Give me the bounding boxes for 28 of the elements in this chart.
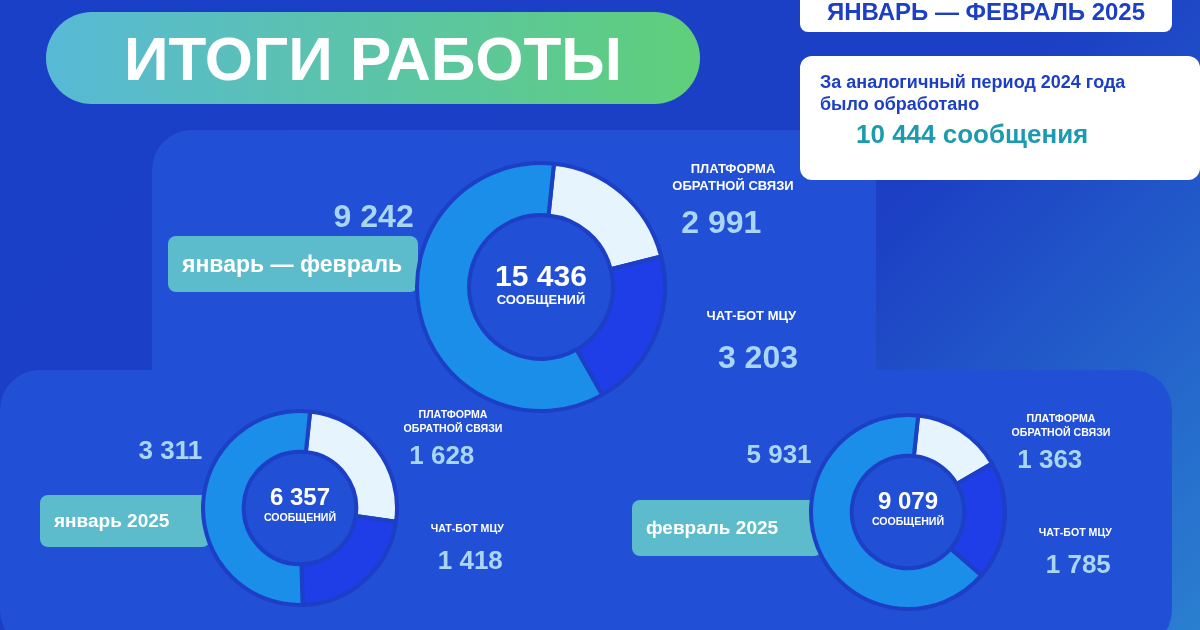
- slice-label: ЧАТ-БОТ МЦУ: [429, 521, 505, 536]
- text: СООБЩЕНИЙ: [870, 514, 946, 527]
- text: ЯНВАРЬ — ФЕВРАЛЬ 2025: [800, 0, 1172, 32]
- text: 9 079: [876, 487, 940, 515]
- text: январь — февраль: [168, 236, 418, 292]
- slice-label: ПЛАТФОРМА ОБРАТНОЙ СВЯЗИ: [402, 407, 504, 436]
- text: СООБЩЕНИЙ: [262, 510, 338, 523]
- slice-label: ПЛАТФОРМА ОБРАТНОЙ СВЯЗИ: [1010, 411, 1112, 440]
- data-label: 1 785: [1045, 549, 1111, 581]
- data-label: 2 991: [681, 203, 762, 241]
- text: 10 444 сообщения: [855, 119, 1090, 151]
- text: За аналогичный период 2024 года было обработано: [820, 72, 1127, 116]
- data-label: 3 311: [138, 435, 203, 466]
- text: февраль 2025: [632, 500, 822, 556]
- text: январь 2025: [40, 495, 210, 547]
- data-label: 1 628: [409, 439, 475, 471]
- slice-label: ЧАТ-БОТ МЦУ: [1037, 525, 1113, 540]
- text: 6 357: [268, 483, 332, 511]
- data-label: 1 363: [1017, 443, 1083, 475]
- data-label: 1 418: [437, 545, 503, 577]
- data-label: 3 203: [717, 339, 798, 377]
- slice-label: ЧАТ-БОТ МЦУ: [705, 307, 798, 325]
- data-label: 5 931: [746, 439, 812, 470]
- chart-title: ИТОГИ РАБОТЫ: [46, 12, 700, 104]
- text: СООБЩЕНИЙ: [495, 292, 587, 307]
- slice-label: ПЛАТФОРМА ОБРАТНОЙ СВЯЗИ: [671, 161, 795, 195]
- data-label: 9 242: [333, 197, 414, 235]
- text: 15 436: [494, 259, 588, 292]
